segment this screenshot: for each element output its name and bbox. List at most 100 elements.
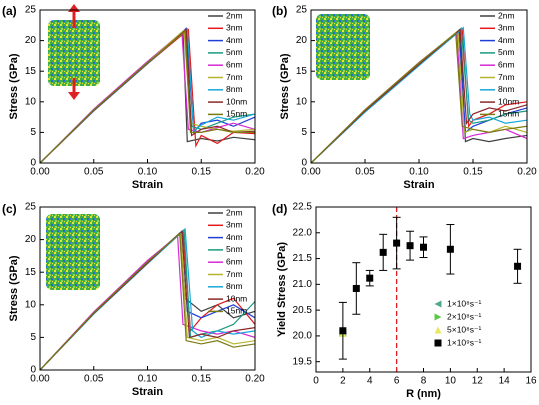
marker	[446, 245, 454, 253]
plot-frame	[39, 9, 256, 164]
x-tick-label: 0	[313, 376, 319, 387]
legend-label: 2nm	[498, 10, 515, 20]
legend-label: 2×10⁸s⁻¹	[447, 311, 481, 321]
y-tick-label: 15	[25, 66, 37, 77]
line	[39, 232, 256, 371]
y-axis-label: Yield Stress (GPa)	[276, 242, 288, 337]
line	[310, 32, 528, 164]
legend-label: 5×10⁸s⁻¹	[447, 324, 481, 334]
x-tick-label: 0.15	[192, 374, 212, 385]
y-tick-label: 25	[25, 202, 37, 213]
panel: (d) R (nm) Yield Stress (GPa) 0 2 4 6 8 10 12 14 16…	[272, 202, 537, 400]
x-tick-label: 0.20	[517, 167, 537, 178]
x-tick-label: 0.05	[84, 167, 104, 178]
y-tick-label: 22.0	[293, 227, 313, 238]
x-tick-label: 8	[421, 376, 427, 387]
marker	[379, 248, 387, 256]
plot-area	[310, 26, 528, 164]
legend-label: 7nm	[226, 269, 243, 279]
inset-c	[46, 214, 100, 290]
x-tick-label: 0.05	[355, 167, 375, 178]
x-tick-label: 12	[472, 376, 484, 387]
marker	[514, 262, 522, 270]
panel-label: (b)	[272, 4, 287, 18]
marker	[366, 274, 374, 282]
legend-label: 2nm	[226, 207, 243, 217]
x-tick-label: 0.00	[301, 167, 321, 178]
y-axis-label: Stress (GPa)	[8, 53, 20, 119]
x-tick-label: 0.00	[30, 167, 50, 178]
legend-label: 5nm	[226, 244, 243, 254]
x-axis-label: Strain	[403, 179, 434, 191]
legend-label: 6nm	[226, 59, 243, 69]
legend-label: 10nm	[226, 96, 247, 106]
y-tick-label: 5	[30, 332, 36, 343]
marker	[393, 239, 401, 247]
legend-label: 3nm	[226, 220, 243, 230]
y-tick-label: 0	[301, 158, 307, 169]
y-axis-label: Stress (GPa)	[8, 255, 20, 321]
x-tick-label: 2	[340, 376, 346, 387]
legend-label: 5nm	[498, 47, 515, 57]
legend-label: 8nm	[226, 281, 243, 291]
marker	[352, 284, 360, 292]
panel: (c) Strain Stress (GPa) 0.00 0.05 0.10 0.15 0.2…	[2, 202, 265, 398]
y-tick-label: 5	[30, 127, 36, 138]
y-tick-label: 21.5	[293, 253, 313, 264]
legend-label: 3nm	[226, 23, 243, 33]
y-axis-label: Stress (GPa)	[279, 53, 291, 119]
y-tick-label: 25	[25, 5, 37, 16]
marker	[434, 339, 442, 347]
legend-label: 3nm	[498, 23, 515, 33]
y-tick-label: 20.5	[293, 305, 313, 316]
y-tick-label: 15	[25, 267, 37, 278]
legend-label: 1×10⁸s⁻¹	[447, 298, 481, 308]
x-tick-label: 0.00	[30, 374, 50, 385]
marker	[406, 242, 414, 250]
y-tick-label: 21.0	[293, 279, 313, 290]
legend-label: 4nm	[498, 35, 515, 45]
plot-area	[338, 207, 522, 372]
legend-label: 8nm	[226, 84, 243, 94]
legend-label: 6nm	[226, 256, 243, 266]
y-tick-label: 20	[25, 234, 37, 245]
line	[310, 26, 528, 164]
marker	[434, 326, 442, 334]
y-tick-label: 19.5	[293, 356, 313, 367]
y-tick-label: 10	[25, 96, 37, 107]
marker	[434, 313, 442, 321]
legend-label: 5nm	[226, 47, 243, 57]
x-tick-label: 0.15	[192, 167, 212, 178]
x-axis-label: R (nm)	[406, 388, 441, 400]
panel-label: (a)	[2, 4, 17, 18]
x-tick-label: 0.20	[245, 167, 265, 178]
plot-area	[39, 27, 256, 164]
marker	[420, 243, 427, 251]
y-tick-label: 10	[25, 299, 37, 310]
x-tick-label: 4	[367, 376, 373, 387]
panel-label: (c)	[2, 202, 17, 216]
x-axis-label: Strain	[132, 386, 163, 398]
panel: (b) Strain Stress (GPa) 0.00 0.05 0.10 0.15 0.2…	[272, 4, 537, 191]
legend-label: 7nm	[498, 72, 515, 82]
marker	[339, 327, 347, 335]
x-tick-label: 10	[445, 376, 457, 387]
plot-frame	[310, 9, 528, 164]
x-tick-label: 0.15	[463, 167, 483, 178]
x-tick-label: 16	[525, 376, 537, 387]
inset-b	[316, 14, 370, 80]
y-tick-label: 0	[30, 158, 36, 169]
line	[310, 28, 528, 164]
line	[39, 234, 256, 371]
legend-label: 7nm	[226, 72, 243, 82]
y-tick-label: 22.5	[293, 202, 313, 213]
line	[39, 229, 256, 371]
inset-a	[48, 4, 100, 100]
x-tick-label: 0.05	[84, 374, 104, 385]
panel: (a) Strain Stress (GPa) 0.00 0.05 0.10 0.15 0.2…	[2, 4, 265, 191]
x-tick-label: 14	[499, 376, 511, 387]
legend-label: 6nm	[498, 59, 515, 69]
line	[39, 30, 255, 164]
y-tick-label: 20	[25, 35, 37, 46]
